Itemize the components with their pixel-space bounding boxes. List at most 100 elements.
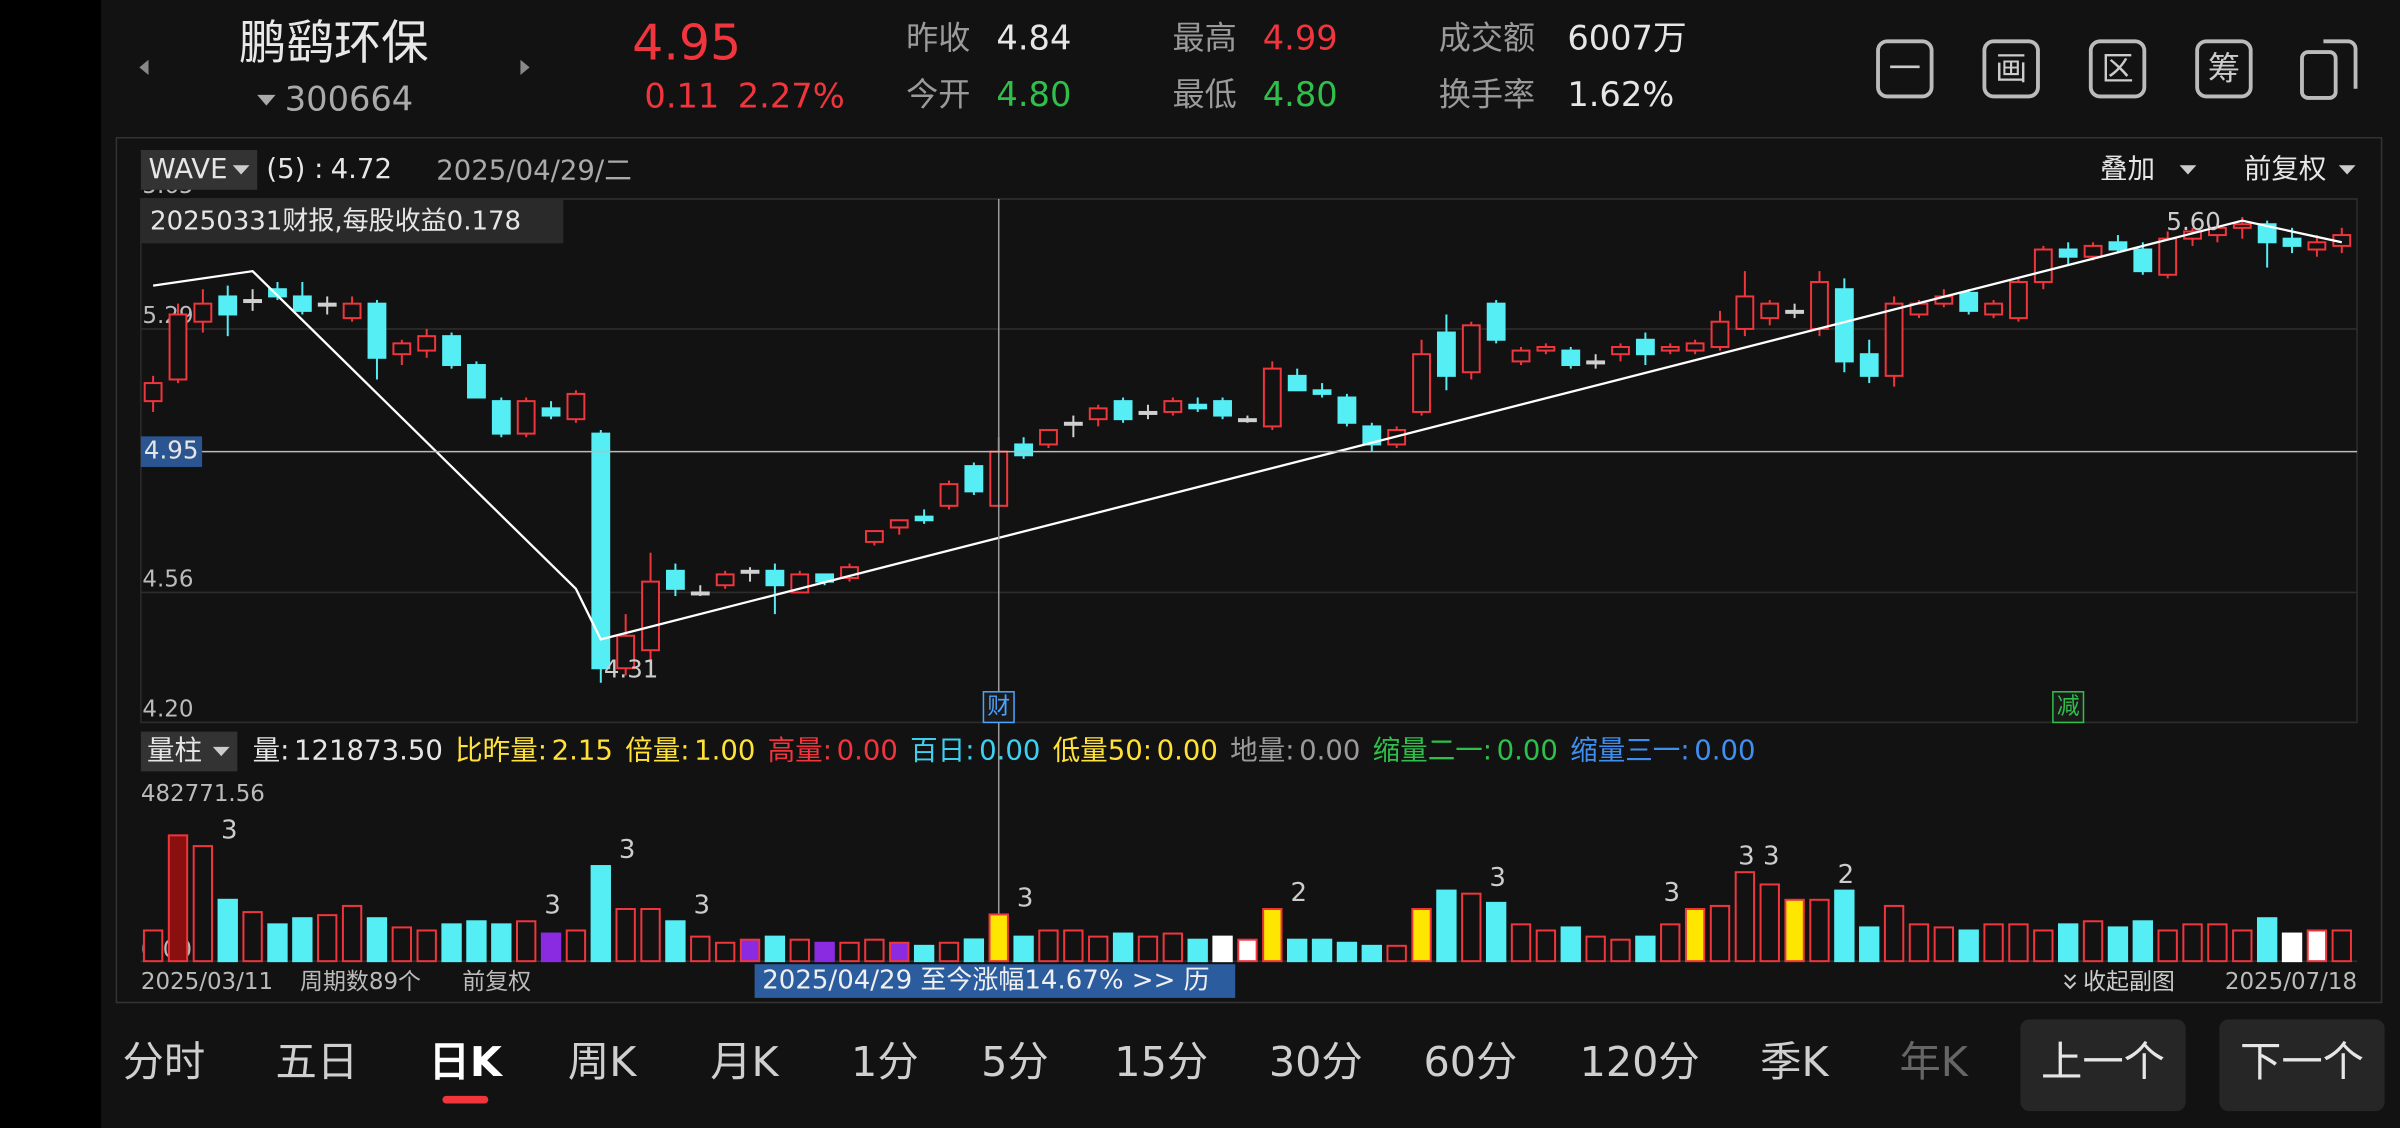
volume-stat-value: 0.00 [1299,734,1360,766]
nav-button[interactable] [2219,1019,2385,1112]
dropdown-arrow[interactable] [212,746,230,757]
candle-body [491,400,511,435]
volume-bar [1560,926,1581,963]
volume-bar [1311,938,1333,963]
volume-bar [491,923,512,963]
volume-bar [1510,923,1532,963]
volume-bar [2207,923,2228,963]
volume-bar [2232,929,2253,963]
volume-bar [142,929,164,963]
stat-label: 最低 [1172,75,1236,113]
period-tab[interactable]: 日K [429,1038,504,1086]
tool-label[interactable]: 区 [2101,49,2133,87]
start-date: 2025/03/11 [141,969,273,995]
volume-bar [1709,904,1731,963]
candle-body [2133,248,2153,273]
period-tab[interactable]: 五日 [276,1038,359,1086]
period-tab[interactable]: 1分 [851,1038,919,1086]
tool-button[interactable] [2195,39,2253,99]
candle-body [1188,403,1208,410]
adjust-button[interactable]: 前复权 [2244,153,2327,185]
tool-button[interactable] [1876,39,1934,99]
candle-body [218,295,238,316]
nav-button-label[interactable]: 下一个 [2240,1038,2364,1086]
volume-bar [2008,923,2029,963]
volume-bar [2281,932,2303,963]
event-marker[interactable] [982,691,1015,724]
candle-body [541,407,561,417]
indicator-name[interactable]: WAVE [149,153,228,185]
period-tab[interactable]: 60分 [1423,1038,1517,1086]
volume-bar [1660,923,1681,963]
volume-bar [167,834,189,963]
event-marker-label[interactable]: 财 [987,694,1010,720]
tool-label[interactable]: 一 [1889,49,1921,87]
range-info[interactable]: 2025/04/29 至今涨幅14.67% >> 历 [762,966,1209,996]
period-tab[interactable]: 5分 [981,1038,1049,1086]
volume-annotation: 3 [544,890,561,920]
price-label-box [140,436,203,467]
volume-annotation: 2 [1838,860,1855,890]
stat-label: 换手率 [1439,75,1535,113]
volume-bar [1038,929,1059,963]
tool-button[interactable] [2088,39,2147,99]
collapse-button[interactable]: 收起副图 [2083,969,2175,995]
event-marker[interactable] [2052,691,2085,724]
period-tab[interactable]: 30分 [1269,1038,1363,1086]
volume-stat-value: 1.00 [694,734,755,766]
period-tab[interactable]: 周K [568,1038,637,1086]
period-tab[interactable]: 年K [1899,1038,1968,1086]
period-tab[interactable]: 季K [1760,1038,1829,1086]
volume-bar [1411,908,1432,963]
volume-annotation: 3 [221,815,238,845]
candle-body [1113,400,1133,421]
volume-annotation: 3 [694,890,711,920]
chart-panel [115,136,2383,1004]
volume-stat-label: 百日: [910,734,974,766]
volume-bar [2182,923,2203,963]
volume-bar [1461,892,1482,963]
overlay-button[interactable]: 叠加 [2100,153,2155,185]
volume-bar [391,926,413,963]
dropdown-arrow[interactable] [2179,165,2197,175]
volume-bar [1933,926,1955,963]
nav-button-label[interactable]: 上一个 [2041,1038,2165,1086]
candle-body [143,382,163,403]
range-info-box[interactable] [754,964,1236,998]
volume-bar [565,929,587,963]
volume-selector-label[interactable]: 量柱 [147,734,202,766]
tool-button[interactable] [1982,39,2040,99]
volume-stat-label: 缩量三一: [1570,734,1689,766]
stat-value: 1.62% [1567,75,1674,114]
prev-stock-arrow[interactable] [139,59,149,75]
device-icon[interactable] [2300,39,2358,100]
volume-bar [1834,889,1855,963]
candle-body [1685,342,1705,352]
period-tab[interactable]: 月K [710,1038,779,1086]
event-marker-label[interactable]: 减 [2057,694,2080,720]
dropdown-arrow[interactable] [232,165,250,175]
stat-label: 最高 [1172,19,1236,57]
next-stock-arrow[interactable] [520,59,530,75]
volume-bar [814,941,835,963]
candle-body [715,573,735,587]
volume-stat-value: 2.15 [552,734,613,766]
candle-body [1710,320,1730,348]
period-tab[interactable]: 120分 [1580,1038,1700,1086]
volume-bar [2107,926,2129,963]
period-tab[interactable]: 15分 [1114,1038,1208,1086]
volume-bar [1859,926,1880,963]
dropdown-arrow[interactable] [2338,165,2356,175]
candle-body [2257,223,2277,244]
tool-label[interactable]: 画 [1995,49,2027,87]
period-tab[interactable]: 分时 [123,1038,206,1086]
collapse-icon[interactable] [2064,974,2077,990]
tool-label[interactable]: 筹 [2208,49,2240,87]
volume-bar [2132,920,2153,963]
code-dropdown[interactable] [257,94,276,106]
extreme-label: 4.31 [604,654,658,683]
volume-bar [1262,908,1283,963]
price: 4.95 [632,14,741,71]
nav-button[interactable] [2020,1019,2186,1112]
